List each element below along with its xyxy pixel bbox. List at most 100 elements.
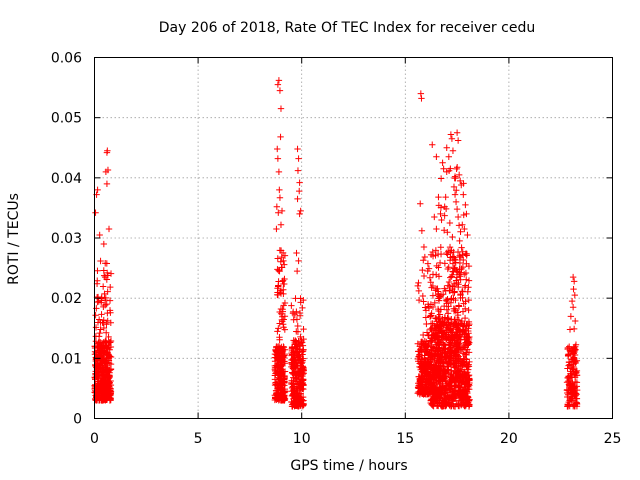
data-point [460,300,467,307]
data-point [437,372,445,379]
data-point [462,201,469,209]
data-point [281,326,289,333]
data-point [418,95,425,102]
data-point [438,216,445,224]
data-point [427,320,435,327]
data-point [465,349,473,356]
data-point [271,372,279,379]
data-point [274,291,282,299]
data-point [276,87,284,94]
data-point [441,212,448,219]
data-point [277,105,285,112]
data-point [453,187,460,194]
data-point [441,314,448,321]
data-point [104,349,111,357]
data-point [293,378,301,385]
data-point [297,207,304,215]
data-point [570,285,577,293]
data-point [100,267,107,274]
data-point [445,264,452,271]
data-point [451,173,459,180]
data-point [100,324,108,332]
data-point [566,326,574,333]
data-point [107,270,115,277]
y-axis-label: ROTI / TECUs [6,193,22,285]
data-point [294,167,302,174]
data-point [292,348,299,355]
data-point [572,359,579,367]
data-point [416,348,424,355]
data-point [443,144,450,151]
data-point [92,209,99,216]
data-point [420,272,428,280]
data-point [430,370,437,378]
data-point [465,306,472,314]
data-point [420,256,427,264]
data-point [440,227,448,234]
data-point [99,390,106,398]
data-point [461,320,468,328]
data-point [457,276,464,283]
data-point [294,322,301,330]
data-point [447,394,455,401]
data-point [451,256,458,263]
data-point [568,297,576,305]
data-point [573,399,580,407]
data-point [435,295,442,302]
data-point [294,352,302,359]
data-point [100,364,107,372]
data-point [281,358,288,365]
data-point [446,379,454,387]
data-point [459,362,466,369]
data-point [465,402,473,410]
data-point [94,277,101,284]
data-point [428,380,435,388]
data-point [290,392,297,400]
data-point [280,280,287,288]
data-point [103,300,110,308]
data-point [431,324,439,332]
data-point [451,264,459,271]
data-point [98,342,106,349]
data-point [296,210,303,218]
data-point [438,403,446,410]
data-point [461,314,469,322]
data-point [415,279,422,287]
data-point [291,311,299,319]
data-point [294,386,301,394]
data-point [431,392,439,399]
data-point [447,165,454,172]
data-point [276,268,283,275]
x-tick-labels: 0 5 10 15 20 25 [90,431,621,447]
data-point [449,283,456,290]
data-point [459,263,467,271]
data-point [451,347,459,354]
data-point [432,361,439,369]
data-point [427,312,434,320]
data-point [429,402,436,409]
data-point [459,378,467,386]
data-point [415,353,423,360]
data-point [429,271,437,278]
data-point [461,225,468,233]
data-point [446,257,454,264]
data-point [444,314,451,322]
data-point [569,390,577,397]
data-point [427,251,435,258]
y-tick-label: 0.02 [51,291,82,307]
data-point [443,168,450,176]
data-point [279,313,286,320]
data-point [460,211,467,219]
data-point [442,369,450,377]
data-point [105,387,112,394]
data-point [419,266,426,274]
data-point [443,306,451,313]
data-point [440,165,447,173]
data-point [104,362,111,370]
data-point [275,325,282,332]
data-point [569,303,577,311]
data-point [460,256,467,264]
data-point [276,194,284,201]
data-point [271,381,279,389]
data-point [294,328,302,335]
